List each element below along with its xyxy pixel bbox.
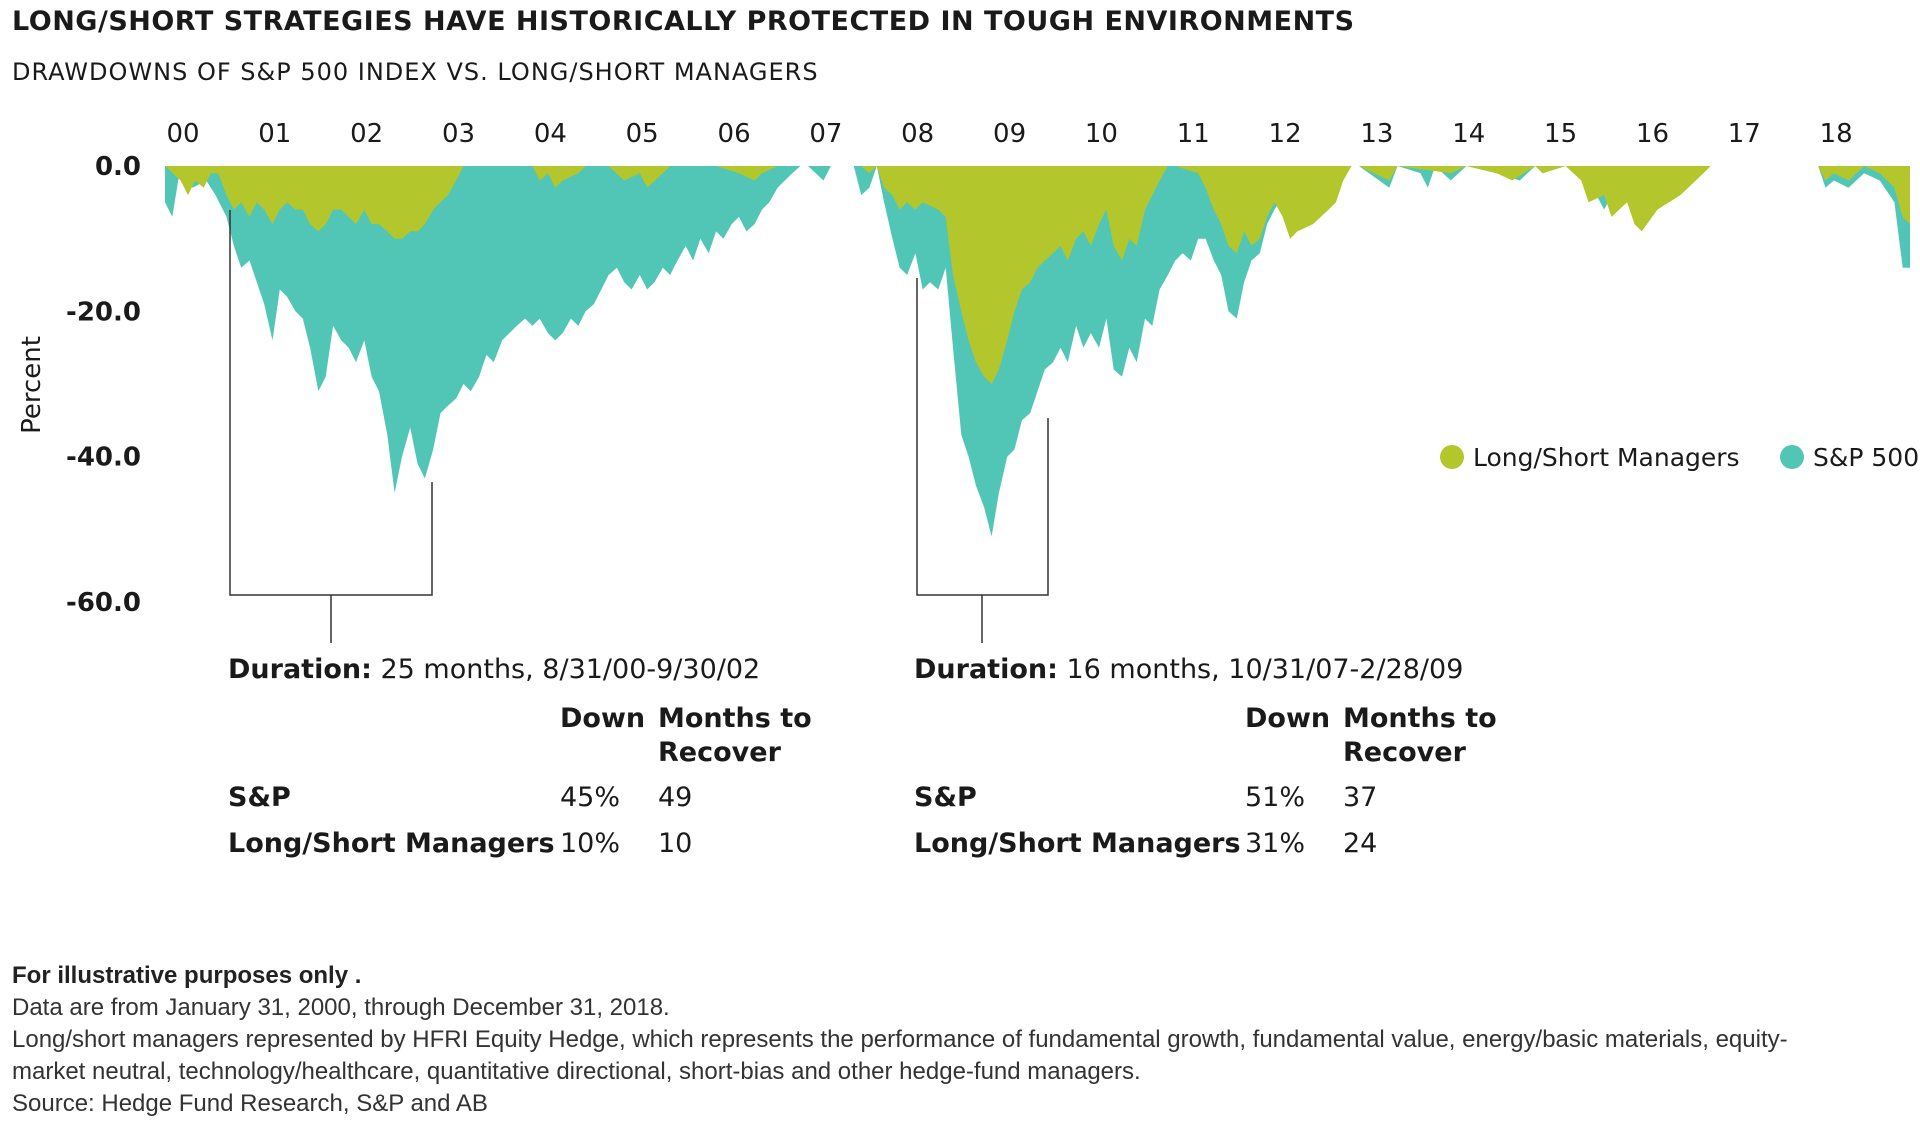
footer-source: Source: Hedge Fund Research, S&P and AB xyxy=(12,1090,488,1117)
area-long-short-managers xyxy=(165,166,1910,384)
annotation-2-header-down: Down xyxy=(1245,703,1331,734)
x-tick-label: 14 xyxy=(1452,119,1485,149)
x-tick-label: 15 xyxy=(1544,119,1577,149)
legend: Long/Short Managers S&P 500 xyxy=(1440,443,1919,472)
footer-description-line-2: market neutral, technology/healthcare, q… xyxy=(12,1058,1141,1085)
annotation-1-row-sp-label: S&P xyxy=(228,782,291,813)
x-tick-label: 17 xyxy=(1728,119,1761,149)
legend-swatch-sp500 xyxy=(1780,445,1804,469)
x-tick-label: 08 xyxy=(901,119,934,149)
x-tick-label: 16 xyxy=(1636,119,1669,149)
x-tick-labels: 00 01 02 03 04 05 06 07 08 09 10 11 12 13 14 15 16 17 18 xyxy=(166,119,1852,149)
annotation-1-header-down: Down xyxy=(560,703,646,734)
annotation-1-row-sp-down: 45% xyxy=(560,782,621,813)
y-tick-label: -40.0 xyxy=(66,443,141,473)
y-tick-labels: 0.0 -20.0 -40.0 -60.0 xyxy=(66,152,141,618)
annotation-1-row-sp-months: 49 xyxy=(658,782,693,813)
x-tick-label: 10 xyxy=(1085,119,1118,149)
annotation-2-row-sp-label: S&P xyxy=(914,782,977,813)
chart-areas xyxy=(165,166,1910,537)
annotation-2-header-months: Months to Recover xyxy=(1343,703,1497,768)
annotation-1-duration-text: 25 months, 8/31/00-9/30/02 xyxy=(371,654,761,685)
legend-swatch-long-short xyxy=(1440,445,1464,469)
x-tick-label: 03 xyxy=(442,119,475,149)
legend-label-sp500: S&P 500 xyxy=(1813,443,1919,472)
annotation-1-duration: Duration: 25 months, 8/31/00-9/30/02 xyxy=(228,654,760,685)
x-tick-label: 13 xyxy=(1360,119,1393,149)
chart-title: LONG/SHORT STRATEGIES HAVE HISTORICALLY … xyxy=(12,6,1355,37)
annotation-1-row-ls-label: Long/Short Managers xyxy=(228,828,555,859)
x-tick-label: 18 xyxy=(1820,119,1853,149)
annotation-2-row-sp-months: 37 xyxy=(1343,782,1378,813)
annotation-1-header-months: Months to Recover xyxy=(658,703,812,768)
y-tick-label: -20.0 xyxy=(66,297,141,327)
y-axis-label: Percent xyxy=(17,336,47,434)
footer-description-line-1: Long/short managers represented by HFRI … xyxy=(12,1026,1788,1053)
x-tick-label: 12 xyxy=(1269,119,1302,149)
drawdown-brackets xyxy=(229,210,1049,643)
annotation-1-duration-label: Duration: xyxy=(228,654,372,685)
annotation-2-duration-text: 16 months, 10/31/07-2/28/09 xyxy=(1057,654,1464,685)
x-tick-label: 00 xyxy=(166,119,199,149)
annotation-1-row-ls-months: 10 xyxy=(658,828,693,859)
x-tick-label: 01 xyxy=(258,119,291,149)
annotation-2-duration-label: Duration: xyxy=(914,654,1058,685)
legend-label-long-short: Long/Short Managers xyxy=(1473,443,1740,472)
footer-date-range: Data are from January 31, 2000, through … xyxy=(12,994,670,1021)
annotation-2-row-sp-down: 51% xyxy=(1245,782,1306,813)
x-tick-label: 06 xyxy=(718,119,751,149)
footer-disclaimer: For illustrative purposes only . xyxy=(12,962,362,989)
annotation-2-row-ls-label: Long/Short Managers xyxy=(914,828,1241,859)
x-tick-label: 11 xyxy=(1177,119,1210,149)
annotation-2-duration: Duration: 16 months, 10/31/07-2/28/09 xyxy=(914,654,1463,685)
annotation-1-row-ls-down: 10% xyxy=(560,828,621,859)
x-tick-label: 02 xyxy=(350,119,383,149)
annotation-2-row-ls-down: 31% xyxy=(1245,828,1306,859)
y-tick-label: -60.0 xyxy=(66,588,141,618)
x-tick-label: 05 xyxy=(626,119,659,149)
y-tick-label: 0.0 xyxy=(95,152,141,182)
area-s-p-500 xyxy=(165,166,1910,537)
chart-subtitle: DRAWDOWNS OF S&P 500 INDEX VS. LONG/SHOR… xyxy=(12,58,819,86)
annotation-2-row-ls-months: 24 xyxy=(1343,828,1378,859)
x-tick-label: 04 xyxy=(534,119,567,149)
x-tick-label: 07 xyxy=(809,119,842,149)
x-tick-label: 09 xyxy=(993,119,1026,149)
